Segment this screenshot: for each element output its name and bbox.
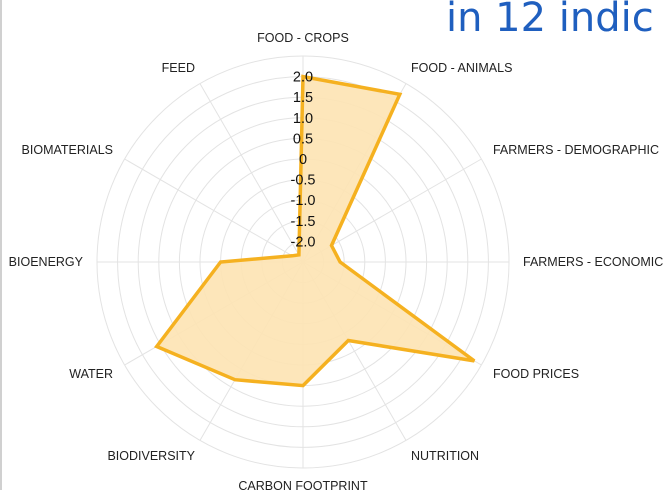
axis-label: FOOD - ANIMALS	[411, 61, 512, 75]
grid-spoke	[124, 158, 304, 263]
left-panel-border	[0, 0, 2, 490]
tick-label: -2.0	[291, 234, 316, 250]
tick-label: -0.5	[291, 173, 316, 189]
axis-label: FEED	[162, 61, 195, 75]
axis-label: BIOENERGY	[9, 255, 84, 269]
axis-label: CARBON FOOTPRINT	[238, 479, 368, 490]
tick-label: 1.0	[293, 111, 313, 127]
axis-label: FOOD PRICES	[493, 367, 579, 381]
axis-labels: FOOD - CROPS FOOD - ANIMALS FARMERS - DEMO…	[9, 31, 664, 490]
axis-label: FOOD - CROPS	[257, 31, 349, 45]
axis-label: FARMERS - DEMOGRAPHIC	[493, 143, 659, 157]
series-area	[153, 74, 476, 388]
axis-label: FARMERS - ECONOMIC	[523, 255, 663, 269]
tick-label: 1.5	[293, 90, 313, 106]
axis-label: WATER	[69, 367, 113, 381]
axis-label: BIOMATERIALS	[22, 143, 113, 157]
tick-label: 0.5	[293, 131, 313, 147]
tick-label: 2.0	[293, 70, 313, 86]
radial-tick-labels: 2.0 1.5 1.0 0.5 0 -0.5 -1.0 -1.5 -2.0	[291, 70, 316, 251]
slide-title: in 12 indic	[446, 0, 654, 41]
axis-label: BIODIVERSITY	[107, 449, 195, 463]
tick-label: -1.5	[291, 214, 316, 230]
axis-label: NUTRITION	[411, 449, 479, 463]
tick-label: 0	[299, 152, 307, 168]
radar-series	[153, 74, 476, 388]
grid-spoke	[199, 83, 304, 263]
tick-label: -1.0	[291, 193, 316, 209]
